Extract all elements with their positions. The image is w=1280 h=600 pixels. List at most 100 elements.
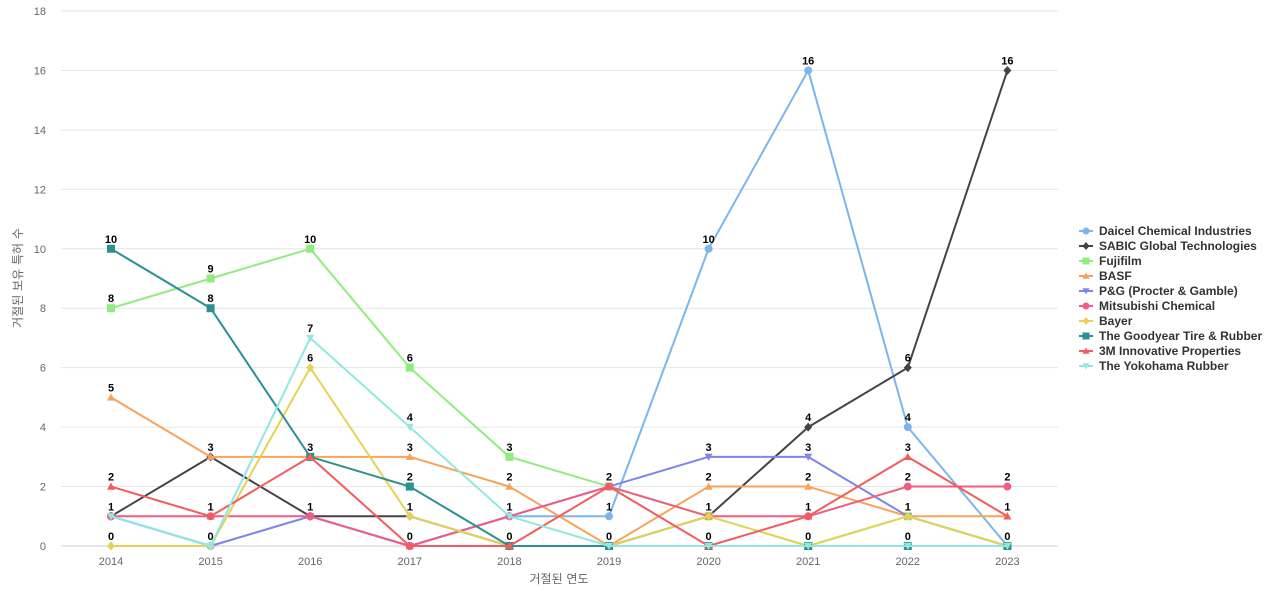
legend-marker <box>1082 242 1090 250</box>
x-tick-label: 2023 <box>995 556 1019 568</box>
data-point <box>804 453 813 461</box>
data-point <box>704 244 713 253</box>
data-point <box>405 452 414 461</box>
data-point <box>107 393 115 401</box>
series-line <box>110 485 1009 547</box>
data-point <box>605 512 613 521</box>
data-label: 16 <box>802 55 814 67</box>
y-tick-label: 0 <box>40 541 46 553</box>
data-point <box>903 511 912 521</box>
data-point <box>107 482 115 490</box>
data-label: 10 <box>304 234 316 246</box>
data-label: 1 <box>506 501 512 513</box>
data-point <box>306 244 315 253</box>
data-point <box>704 453 713 461</box>
data-point <box>804 542 813 550</box>
data-point <box>903 542 912 550</box>
legend-item: Daicel Chemical Industries <box>1079 224 1252 238</box>
data-point <box>306 452 315 461</box>
legend-label: BASF <box>1099 269 1132 283</box>
x-tick-label: 2014 <box>99 556 123 568</box>
legend-marker <box>1082 317 1090 325</box>
legend-item: The Yokohama Rubber <box>1079 359 1229 373</box>
data-label: 0 <box>905 531 911 543</box>
legend-item: P&G (Procter & Gamble) <box>1079 284 1238 298</box>
data-point <box>804 482 813 490</box>
data-label: 0 <box>1004 531 1010 543</box>
legend-marker <box>1082 288 1090 295</box>
data-labels: 1085210983101076316432103210210103210164… <box>105 55 1014 543</box>
legend-marker <box>1082 257 1090 265</box>
data-label: 0 <box>506 531 512 543</box>
data-point <box>405 511 414 521</box>
x-axis-title: 거절된 연도 <box>529 572 588 586</box>
data-point <box>107 541 115 551</box>
x-tick-label: 2018 <box>497 556 521 568</box>
data-point <box>206 274 215 283</box>
data-label: 3 <box>307 442 313 454</box>
x-tick-label: 2017 <box>398 556 422 568</box>
data-point <box>405 423 414 432</box>
legend-label: Mitsubishi Chemical <box>1099 299 1215 313</box>
legend-label: The Goodyear Tire & Rubber <box>1099 329 1262 343</box>
data-point <box>505 452 514 461</box>
data-point <box>1003 65 1012 75</box>
data-label: 1 <box>307 501 313 513</box>
y-tick-label: 14 <box>34 125 46 137</box>
data-label: 1 <box>805 501 811 513</box>
data-label: 6 <box>905 353 911 365</box>
legend-label: 3M Innovative Properties <box>1099 344 1241 358</box>
legend-label: P&G (Procter & Gamble) <box>1099 284 1238 298</box>
data-label: 2 <box>805 472 811 484</box>
data-label: 0 <box>407 531 413 543</box>
legend-marker <box>1082 272 1090 279</box>
data-point <box>107 244 115 253</box>
data-label: 0 <box>108 531 114 543</box>
data-point <box>505 513 514 521</box>
legend-marker <box>1082 302 1090 310</box>
legend-marker <box>1082 227 1090 235</box>
data-point <box>505 482 514 490</box>
legend-marker <box>1082 332 1090 340</box>
legend-label: Daicel Chemical Industries <box>1099 224 1252 238</box>
data-label: 0 <box>706 531 712 543</box>
data-label: 1 <box>1004 501 1010 513</box>
data-point <box>903 363 912 373</box>
y-tick-label: 18 <box>34 6 46 18</box>
data-label: 2 <box>706 472 712 484</box>
data-point <box>804 66 813 75</box>
x-tick-label: 2022 <box>896 556 920 568</box>
data-label: 8 <box>108 293 114 305</box>
x-tick-label: 2016 <box>298 556 322 568</box>
data-label: 4 <box>805 412 812 424</box>
legend-item: Bayer <box>1079 314 1133 328</box>
data-label: 1 <box>706 501 712 513</box>
series-line <box>110 455 1009 547</box>
legend-item: Mitsubishi Chemical <box>1079 299 1215 313</box>
data-label: 2 <box>905 472 911 484</box>
data-point <box>1003 512 1012 520</box>
data-point <box>107 513 115 521</box>
series <box>107 244 1012 550</box>
data-point <box>306 512 315 521</box>
y-tick-label: 12 <box>34 184 46 196</box>
data-label: 4 <box>905 412 912 424</box>
data-label: 2 <box>506 472 512 484</box>
x-tick-label: 2020 <box>696 556 720 568</box>
data-label: 6 <box>307 353 313 365</box>
data-label: 6 <box>407 353 413 365</box>
data-label: 1 <box>208 501 214 513</box>
y-tick-label: 10 <box>34 244 46 256</box>
data-point <box>1003 542 1012 550</box>
data-label: 2 <box>108 472 114 484</box>
data-label: 0 <box>208 531 214 543</box>
data-label: 3 <box>407 442 413 454</box>
legend-marker <box>1082 363 1090 370</box>
data-point <box>206 304 215 313</box>
data-label: 3 <box>208 442 214 454</box>
data-label: 3 <box>506 442 512 454</box>
data-label: 5 <box>108 382 114 394</box>
data-label: 1 <box>905 501 911 513</box>
